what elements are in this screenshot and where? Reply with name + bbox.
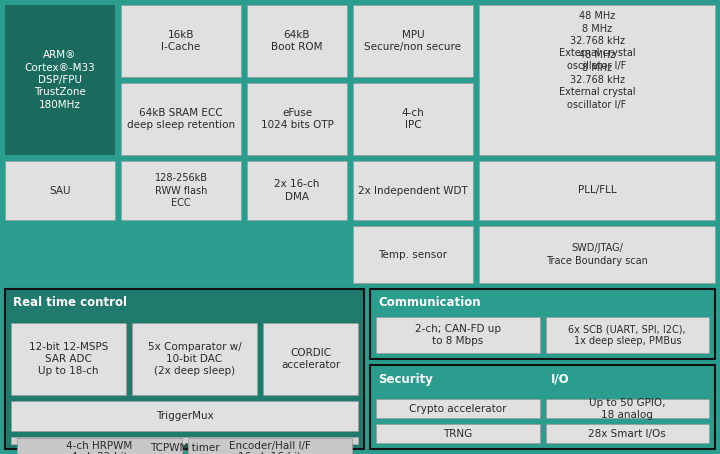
- FancyBboxPatch shape: [187, 438, 352, 454]
- Text: 64kB SRAM ECC
deep sleep retention: 64kB SRAM ECC deep sleep retention: [127, 108, 235, 130]
- FancyBboxPatch shape: [263, 323, 358, 395]
- Text: I/O: I/O: [551, 373, 569, 386]
- Text: Temp. sensor: Temp. sensor: [379, 250, 448, 260]
- FancyBboxPatch shape: [479, 5, 715, 155]
- FancyBboxPatch shape: [121, 161, 241, 220]
- Text: TRNG: TRNG: [443, 429, 472, 439]
- FancyBboxPatch shape: [479, 5, 715, 77]
- FancyBboxPatch shape: [479, 161, 715, 220]
- Text: 48 MHz
8 MHz
32.768 kHz
External crystal
oscillator I/F: 48 MHz 8 MHz 32.768 kHz External crystal…: [559, 50, 635, 110]
- Text: 4-ch 32-bit: 4-ch 32-bit: [71, 452, 127, 454]
- Text: Communication: Communication: [378, 296, 481, 310]
- FancyBboxPatch shape: [121, 5, 241, 77]
- FancyBboxPatch shape: [247, 83, 347, 155]
- Text: 2-ch; CAN-FD up
to 8 Mbps: 2-ch; CAN-FD up to 8 Mbps: [415, 324, 500, 346]
- FancyBboxPatch shape: [17, 438, 181, 454]
- Text: Encoder/Hall I/F: Encoder/Hall I/F: [229, 441, 311, 451]
- FancyBboxPatch shape: [376, 400, 539, 418]
- FancyBboxPatch shape: [479, 226, 715, 283]
- FancyBboxPatch shape: [121, 83, 241, 155]
- FancyBboxPatch shape: [546, 424, 709, 443]
- FancyBboxPatch shape: [11, 437, 358, 444]
- FancyBboxPatch shape: [376, 317, 539, 353]
- FancyBboxPatch shape: [370, 289, 715, 360]
- FancyBboxPatch shape: [376, 424, 539, 443]
- Text: 5x Comparator w/
10-bit DAC
(2x deep sleep): 5x Comparator w/ 10-bit DAC (2x deep sle…: [148, 341, 241, 376]
- FancyBboxPatch shape: [5, 5, 115, 155]
- FancyBboxPatch shape: [187, 449, 352, 454]
- FancyBboxPatch shape: [546, 400, 709, 418]
- Text: 2x 16-ch
DMA: 2x 16-ch DMA: [274, 179, 320, 202]
- Text: 28x Smart I/Os: 28x Smart I/Os: [588, 429, 666, 439]
- Text: SWD/JTAG/
Trace Boundary scan: SWD/JTAG/ Trace Boundary scan: [546, 243, 648, 266]
- Text: eFuse
1024 bits OTP: eFuse 1024 bits OTP: [261, 108, 333, 130]
- Text: Real time control: Real time control: [13, 296, 127, 310]
- Text: 4-ch
IPC: 4-ch IPC: [402, 108, 424, 130]
- Text: MPU
Secure/non secure: MPU Secure/non secure: [364, 30, 462, 52]
- Text: 6x SCB (UART, SPI, I2C),
1x deep sleep, PMBus: 6x SCB (UART, SPI, I2C), 1x deep sleep, …: [568, 324, 686, 346]
- Text: 16kB
I-Cache: 16kB I-Cache: [161, 30, 201, 52]
- FancyBboxPatch shape: [11, 401, 358, 431]
- FancyBboxPatch shape: [5, 289, 364, 449]
- Text: Security: Security: [378, 373, 433, 386]
- Text: Crypto accelerator: Crypto accelerator: [409, 404, 506, 414]
- FancyBboxPatch shape: [353, 226, 473, 283]
- Text: Up to 50 GPIO,
18 analog: Up to 50 GPIO, 18 analog: [589, 398, 665, 420]
- Text: TCPWM timer: TCPWM timer: [150, 443, 220, 453]
- FancyBboxPatch shape: [11, 323, 126, 395]
- Text: 4-ch HRPWM: 4-ch HRPWM: [66, 441, 132, 451]
- Text: PLL/FLL: PLL/FLL: [577, 186, 616, 196]
- FancyBboxPatch shape: [247, 5, 347, 77]
- FancyBboxPatch shape: [353, 5, 473, 77]
- FancyBboxPatch shape: [132, 323, 257, 395]
- Text: 64kB
Boot ROM: 64kB Boot ROM: [271, 30, 323, 52]
- FancyBboxPatch shape: [353, 83, 473, 155]
- FancyBboxPatch shape: [17, 449, 181, 454]
- Text: 2x Independent WDT: 2x Independent WDT: [358, 186, 468, 196]
- Text: TriggerMux: TriggerMux: [156, 411, 213, 421]
- FancyBboxPatch shape: [5, 161, 115, 220]
- Text: 16-ch 16-bit: 16-ch 16-bit: [238, 452, 302, 454]
- Text: ARM®
Cortex®-M33
DSP/FPU
TrustZone
180MHz: ARM® Cortex®-M33 DSP/FPU TrustZone 180MH…: [24, 50, 95, 110]
- Text: 12-bit 12-MSPS
SAR ADC
Up to 18-ch: 12-bit 12-MSPS SAR ADC Up to 18-ch: [29, 341, 108, 376]
- Text: 48 MHz
8 MHz
32.768 kHz
External crystal
oscillator I/F: 48 MHz 8 MHz 32.768 kHz External crystal…: [559, 11, 635, 71]
- FancyBboxPatch shape: [370, 365, 715, 449]
- Text: SAU: SAU: [49, 186, 71, 196]
- FancyBboxPatch shape: [353, 161, 473, 220]
- Text: 128-256kB
RWW flash
ECC: 128-256kB RWW flash ECC: [155, 173, 207, 208]
- FancyBboxPatch shape: [247, 161, 347, 220]
- Text: CORDIC
accelerator: CORDIC accelerator: [281, 348, 340, 370]
- FancyBboxPatch shape: [546, 317, 709, 353]
